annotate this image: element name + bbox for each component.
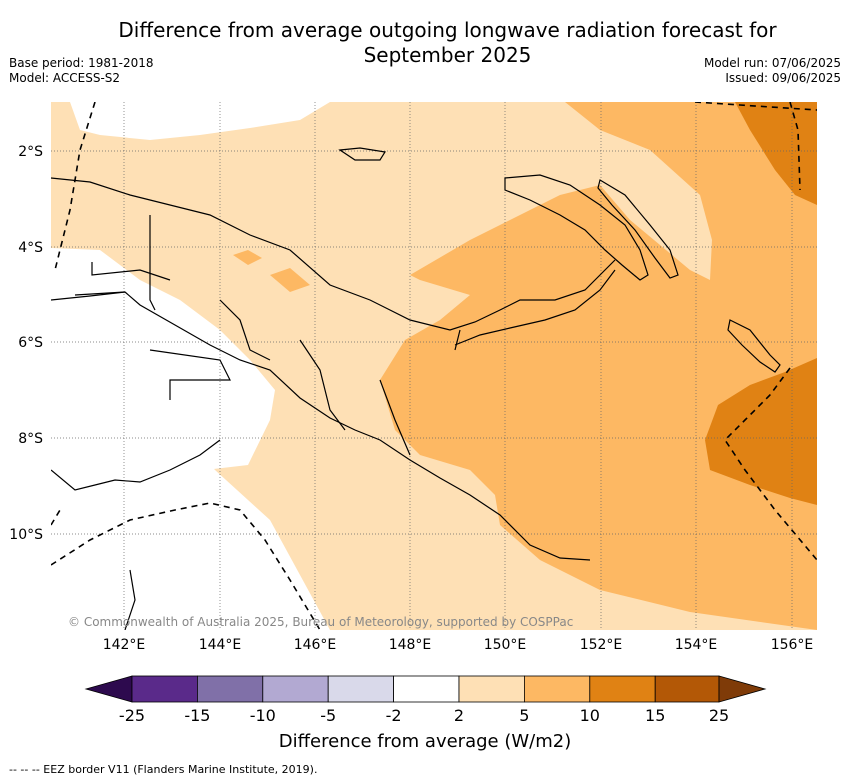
provincial-lines	[149, 299, 461, 456]
australia-cape-york	[51, 439, 221, 491]
colorbar-label: Difference from average (W/m2)	[278, 731, 572, 752]
colorbar-seg-9	[654, 675, 720, 703]
chart-title: Difference from average outgoing longwav…	[90, 18, 805, 68]
new-guinea-south-coast	[51, 291, 591, 561]
anomaly-patch-5-10-a	[270, 268, 310, 292]
papuan-peninsula	[454, 269, 616, 346]
colorbar	[84, 675, 767, 703]
anomaly-patch-5-10-b	[233, 250, 262, 265]
map-panel	[51, 102, 817, 630]
colorbar-seg-4	[327, 675, 395, 703]
cbar-tick: -15	[184, 706, 210, 725]
colorbar-seg-3	[262, 675, 329, 703]
lat-tick-6s: 6°S	[18, 335, 43, 351]
lon-tick-142e: 142°E	[103, 637, 146, 653]
colorbar-seg-10	[718, 675, 767, 703]
png-indonesia-border	[149, 215, 156, 311]
lat-tick-4s: 4°S	[18, 240, 43, 256]
anomaly-region-below-2-west	[51, 248, 275, 470]
coastlines	[51, 147, 781, 630]
lat-tick-10s: 10°S	[9, 527, 43, 543]
title-line-2: September 2025	[363, 43, 532, 67]
cbar-tick: 10	[580, 706, 600, 725]
anomaly-region-10-15-ne	[735, 102, 817, 205]
colorbar-seg-1	[131, 675, 198, 703]
model-name: Model: ACCESS-S2	[9, 71, 121, 85]
manus	[338, 147, 386, 161]
colorbar-seg-7	[524, 675, 591, 703]
cbar-tick: -2	[386, 706, 402, 725]
eez-east	[723, 367, 817, 561]
issued-date: Issued: 09/06/2025	[725, 71, 841, 85]
meta-right: Model run: 07/06/2025 Issued: 09/06/2025	[704, 56, 841, 86]
copyright-text: © Commonwealth of Australia 2025, Bureau…	[68, 615, 573, 629]
bougainville	[727, 319, 781, 373]
gridlines	[51, 102, 817, 630]
cbar-tick: 2	[454, 706, 464, 725]
lon-tick-156e: 156°E	[771, 637, 814, 653]
new-britain	[504, 174, 649, 281]
colorbar-seg-5	[393, 675, 460, 703]
cbar-tick: 5	[519, 706, 529, 725]
new-ireland	[597, 179, 679, 279]
lat-tick-8s: 8°S	[18, 431, 43, 447]
colorbar-seg-0	[84, 675, 133, 703]
cbar-tick: -10	[250, 706, 276, 725]
eez-north-east-2	[789, 102, 801, 191]
eez-west	[54, 102, 96, 271]
title-line-1: Difference from average outgoing longwav…	[118, 18, 777, 42]
model-run: Model run: 07/06/2025	[703, 56, 841, 70]
lon-tick-154e: 154°E	[675, 637, 718, 653]
base-period: Base period: 1981-2018	[9, 56, 154, 70]
lon-tick-150e: 150°E	[484, 637, 527, 653]
west-papua-border	[74, 262, 171, 296]
lon-tick-152e: 152°E	[580, 637, 623, 653]
new-guinea-north-coast	[51, 177, 616, 331]
anomaly-region-10-15-e	[705, 358, 817, 505]
cbar-tick: 25	[709, 706, 729, 725]
eez-borders	[51, 102, 817, 630]
lon-tick-144e: 144°E	[199, 637, 242, 653]
eez-south-west	[51, 509, 61, 526]
colorbar-tick-labels: -25 -15 -10 -5 -2 2 5 10 15 25	[119, 706, 729, 725]
lon-tick-labels: 142°E 144°E 146°E 148°E 150°E 152°E 154°…	[103, 637, 814, 653]
colorbar-seg-6	[458, 675, 525, 703]
anomaly-region-below-2-north	[70, 102, 330, 140]
anomaly-region-5-10	[380, 102, 817, 630]
colorbar-seg-8	[589, 675, 656, 703]
lat-tick-2s: 2°S	[18, 144, 43, 160]
cbar-tick: -25	[119, 706, 145, 725]
eez-footer-note: -- -- -- EEZ border V11 (Flanders Marine…	[9, 763, 318, 776]
cbar-tick: 15	[645, 706, 665, 725]
lon-tick-146e: 146°E	[294, 637, 337, 653]
torres-strait	[124, 569, 136, 630]
lat-tick-labels: 2°S 4°S 6°S 8°S 10°S	[9, 144, 43, 543]
lon-tick-148e: 148°E	[389, 637, 432, 653]
eez-north-east	[694, 102, 817, 111]
cbar-tick: -5	[320, 706, 336, 725]
meta-left: Base period: 1981-2018 Model: ACCESS-S2	[9, 56, 154, 86]
colorbar-seg-2	[196, 675, 264, 703]
